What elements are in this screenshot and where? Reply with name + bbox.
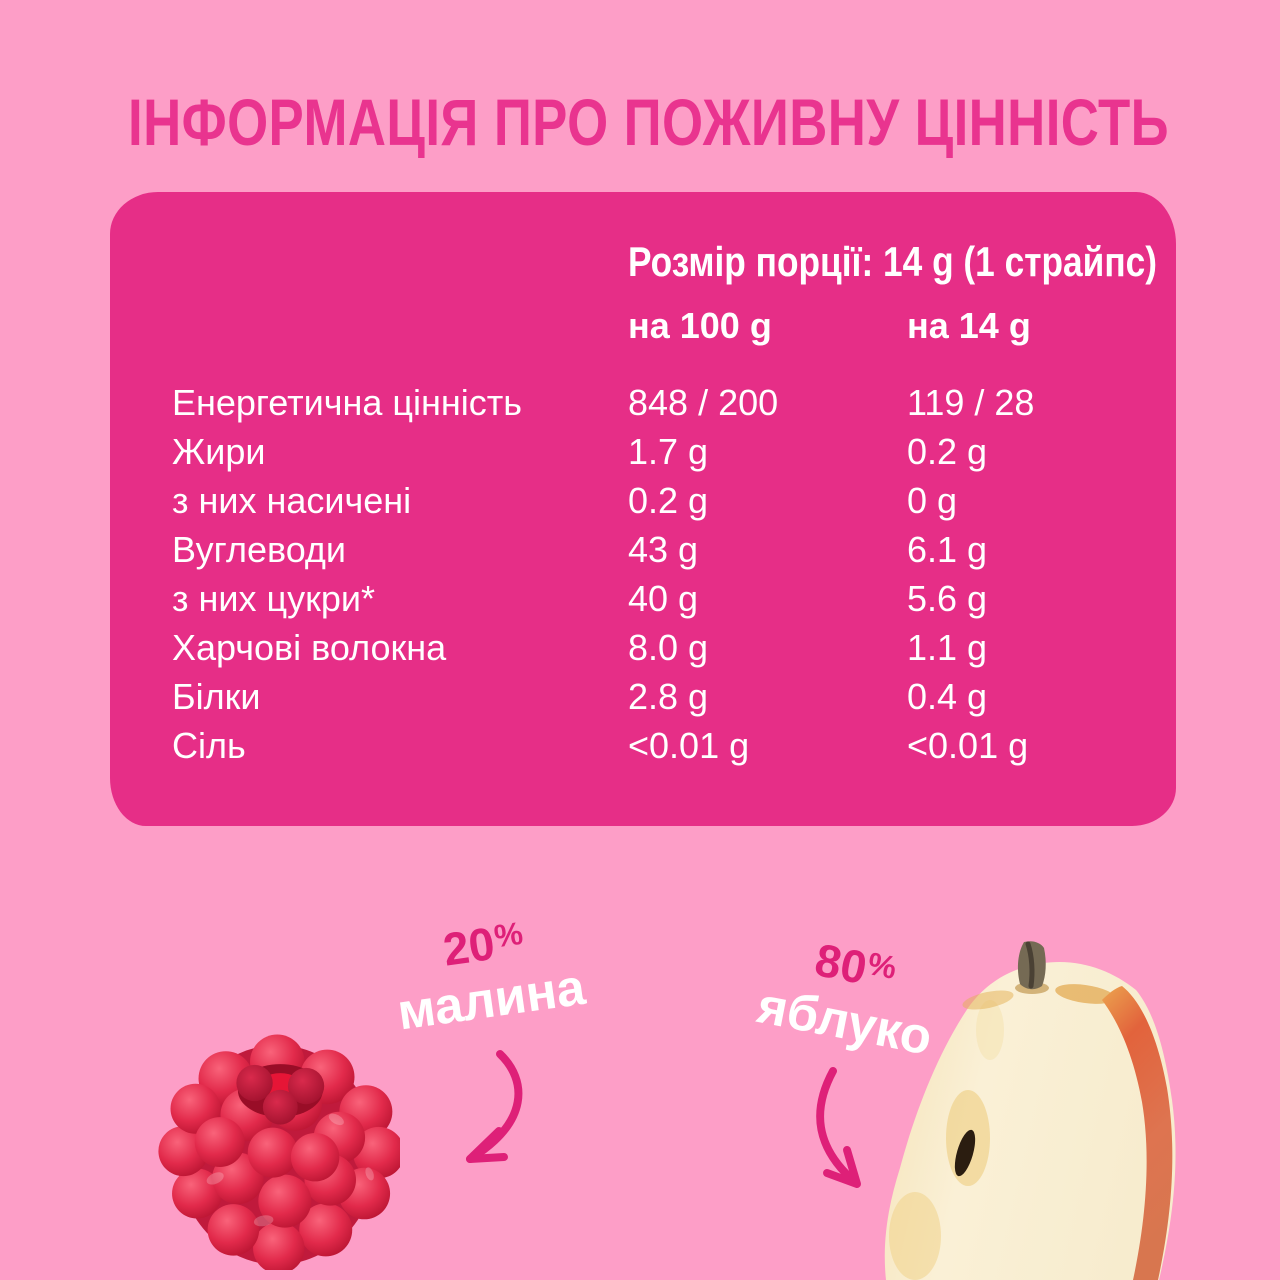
table-row: Вуглеводи 43 g 6.1 g xyxy=(110,525,1176,574)
apple-arrow-icon xyxy=(816,1067,861,1188)
table-row: з них насичені 0.2 g 0 g xyxy=(110,476,1176,525)
apple-skin xyxy=(1102,986,1173,1280)
table-row: з них цукри* 40 g 5.6 g xyxy=(110,574,1176,623)
raspberry-image xyxy=(158,1034,400,1270)
row-value-per-100g: 848 / 200 xyxy=(628,382,779,423)
row-value-per-14g: 1.1 g xyxy=(907,627,988,668)
nutrition-table: Енергетична цінність 848 / 200 119 / 28 … xyxy=(110,378,1176,770)
table-row: Білки 2.8 g 0.4 g xyxy=(110,672,1176,721)
row-label: Білки xyxy=(172,676,261,717)
row-label: з них цукри* xyxy=(172,578,376,619)
row-value-per-14g: 0 g xyxy=(907,480,958,521)
table-row: Сіль <0.01 g <0.01 g xyxy=(110,721,1176,770)
row-value-per-14g: 0.2 g xyxy=(907,431,988,472)
row-label: Харчові волокна xyxy=(172,627,447,668)
column-header-per-14g: на 14 g xyxy=(907,305,1031,346)
row-value-per-100g: <0.01 g xyxy=(628,725,750,766)
apple-note: 80% яблуко xyxy=(749,917,953,1066)
raspberry-arrow-icon xyxy=(466,1050,523,1163)
row-value-per-100g: 1.7 g xyxy=(628,431,709,472)
row-label: Сіль xyxy=(172,725,246,766)
table-row: Енергетична цінність 848 / 200 119 / 28 xyxy=(110,378,1176,427)
column-header-per-100g: на 100 g xyxy=(628,305,772,346)
apple-stem xyxy=(1015,941,1049,994)
row-label: Вуглеводи xyxy=(172,529,347,570)
row-label: Енергетична цінність xyxy=(172,382,522,423)
row-value-per-14g: 0.4 g xyxy=(907,676,988,717)
raspberry-note: 20% малина xyxy=(385,899,589,1041)
row-value-per-100g: 43 g xyxy=(628,529,699,570)
nutrition-panel: Розмір порції: 14 g (1 страйпс) на 100 g… xyxy=(110,192,1176,826)
row-value-per-14g: 119 / 28 xyxy=(907,382,1035,423)
row-value-per-100g: 8.0 g xyxy=(628,627,709,668)
row-label: Жири xyxy=(172,431,266,472)
serving-size-label: Розмір порції: 14 g (1 страйпс) xyxy=(628,238,1158,285)
apple-seed xyxy=(954,1129,976,1177)
row-label: з них насичені xyxy=(172,480,412,521)
row-value-per-14g: <0.01 g xyxy=(907,725,1029,766)
row-value-per-100g: 0.2 g xyxy=(628,480,709,521)
table-row: Харчові волокна 8.0 g 1.1 g xyxy=(110,623,1176,672)
row-value-per-14g: 6.1 g xyxy=(907,529,988,570)
page-title: ІНФОРМАЦІЯ ПРО ПОЖИВНУ ЦІННІСТЬ xyxy=(128,85,1169,159)
row-value-per-100g: 40 g xyxy=(628,578,699,619)
table-row: Жири 1.7 g 0.2 g xyxy=(110,427,1176,476)
row-value-per-14g: 5.6 g xyxy=(907,578,988,619)
row-value-per-100g: 2.8 g xyxy=(628,676,709,717)
